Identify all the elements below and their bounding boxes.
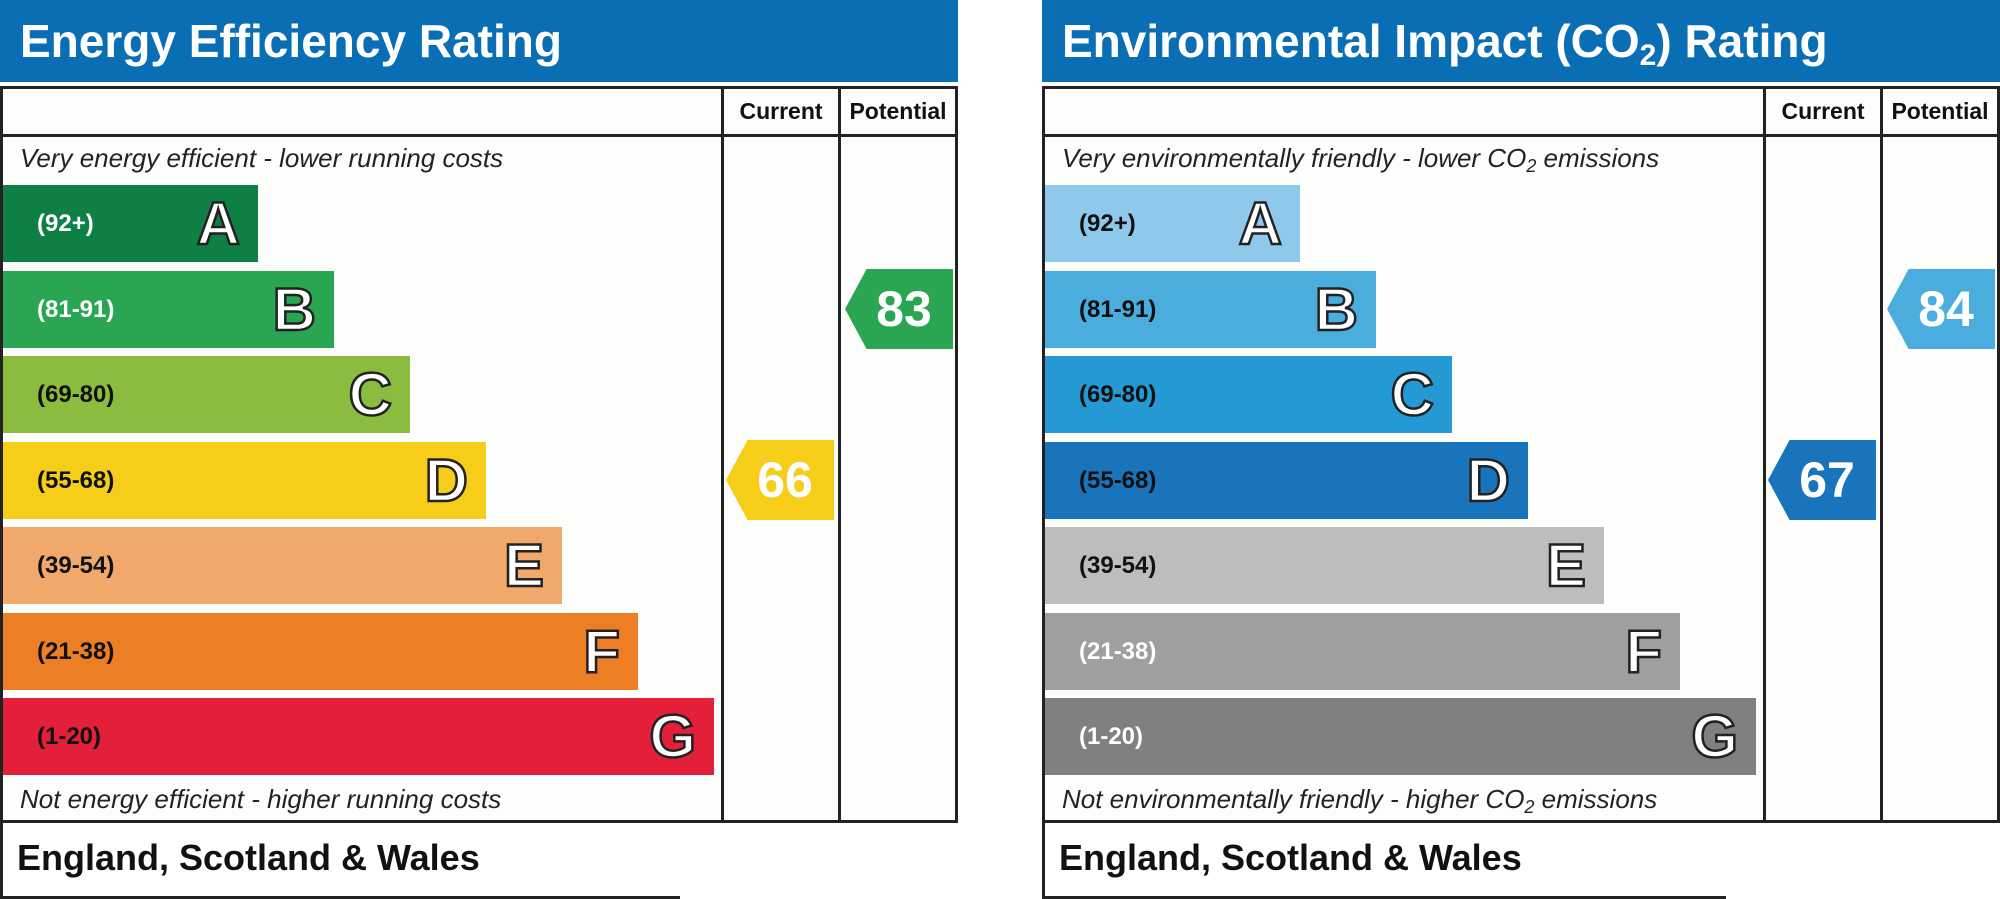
band-range: (1-20): [37, 723, 102, 750]
band-b: (81-91) B: [3, 270, 334, 348]
band-range: (92+): [37, 210, 94, 237]
band-range: (21-38): [1079, 637, 1157, 665]
band-range: (92+): [1079, 210, 1136, 237]
band-letter: B: [1313, 274, 1359, 344]
footer-text: England, Scotland & Wales: [17, 837, 480, 878]
potential-column-header: Potential: [1891, 98, 1989, 124]
header-divider: [0, 134, 958, 137]
environmental-impact-panel: Environmental Impact (CO2) Rating Curren…: [1042, 0, 2000, 899]
band-range: (81-91): [1079, 295, 1157, 323]
caption-part: Very environmentally friendly - lower CO: [1062, 143, 1527, 173]
band-range: (39-54): [37, 552, 115, 579]
footer: England, Scotland & Wales: [1042, 823, 1726, 899]
band-range: (1-20): [1079, 723, 1144, 750]
band-letter: E: [1545, 531, 1588, 601]
band-letter: E: [503, 531, 546, 601]
band-c: (69-80) C: [1045, 356, 1452, 433]
band-letter: G: [1690, 702, 1739, 772]
potential-rating-arrow: 84: [1887, 269, 1995, 349]
band-letter: A: [195, 189, 241, 259]
band-letter: A: [1237, 189, 1283, 259]
potential-rating-arrow: 83: [845, 269, 953, 349]
caption-part: emissions: [1534, 784, 1658, 814]
band-range: (69-80): [37, 381, 115, 408]
band-e: (39-54) E: [1045, 527, 1604, 604]
column-divider: [838, 86, 841, 823]
top-caption: Very energy efficient - lower running co…: [20, 143, 504, 173]
band-range: (81-91): [37, 295, 115, 323]
band-g: (1-20) G: [1045, 698, 1756, 775]
band-range: (55-68): [1079, 466, 1157, 494]
column-divider: [721, 86, 724, 823]
caption-subscript: 2: [1524, 797, 1535, 817]
title-subscript: 2: [1639, 39, 1657, 72]
bottom-caption: Not environmentally friendly - higher CO…: [1062, 784, 1658, 817]
caption-part: Not environmentally friendly - higher CO: [1062, 784, 1525, 814]
caption-subscript: 2: [1526, 156, 1537, 176]
band-letter: B: [271, 274, 317, 344]
band-f: (21-38) F: [3, 612, 638, 690]
footer-text: England, Scotland & Wales: [1059, 837, 1522, 878]
top-caption: Very environmentally friendly - lower CO…: [1062, 143, 1660, 176]
band-letter: D: [1465, 445, 1511, 515]
band-a: (92+) A: [3, 185, 258, 262]
band-d: (55-68) D: [3, 441, 486, 519]
band-f: (21-38) F: [1045, 612, 1680, 690]
caption-part: emissions: [1536, 143, 1660, 173]
panel-title: Environmental Impact (CO2) Rating: [1042, 0, 2000, 82]
band-a: (92+) A: [1045, 185, 1300, 262]
band-letter: C: [347, 360, 393, 430]
title-part: Environmental Impact (CO: [1062, 15, 1640, 67]
band-range: (69-80): [1079, 381, 1157, 408]
band-e: (39-54) E: [3, 527, 562, 604]
band-g: (1-20) G: [3, 698, 714, 775]
column-divider: [1880, 86, 1883, 823]
band-letter: F: [582, 616, 621, 686]
current-rating-arrow: 66: [726, 440, 834, 520]
current-rating-arrow: 67: [1768, 440, 1876, 520]
band-c: (69-80) C: [3, 356, 410, 433]
band-letter: D: [423, 445, 469, 515]
band-b: (81-91) B: [1045, 270, 1376, 348]
energy-efficiency-panel: Energy Efficiency Rating Current Potenti…: [0, 0, 958, 899]
current-column-header: Current: [739, 98, 823, 124]
title-part: ) Rating: [1656, 15, 1828, 67]
column-divider: [1763, 86, 1766, 823]
header-divider: [1042, 134, 2000, 137]
bottom-caption: Not energy efficient - higher running co…: [20, 784, 502, 814]
band-letter: C: [1389, 360, 1435, 430]
band-letter: F: [1624, 616, 1663, 686]
band-range: (39-54): [1079, 552, 1157, 579]
current-column-header: Current: [1781, 98, 1865, 124]
panel-title: Energy Efficiency Rating: [0, 0, 958, 82]
band-letter: G: [648, 702, 697, 772]
band-d: (55-68) D: [1045, 441, 1528, 519]
band-range: (21-38): [37, 637, 115, 665]
potential-column-header: Potential: [849, 98, 947, 124]
footer: England, Scotland & Wales: [0, 823, 680, 899]
band-range: (55-68): [37, 466, 115, 494]
